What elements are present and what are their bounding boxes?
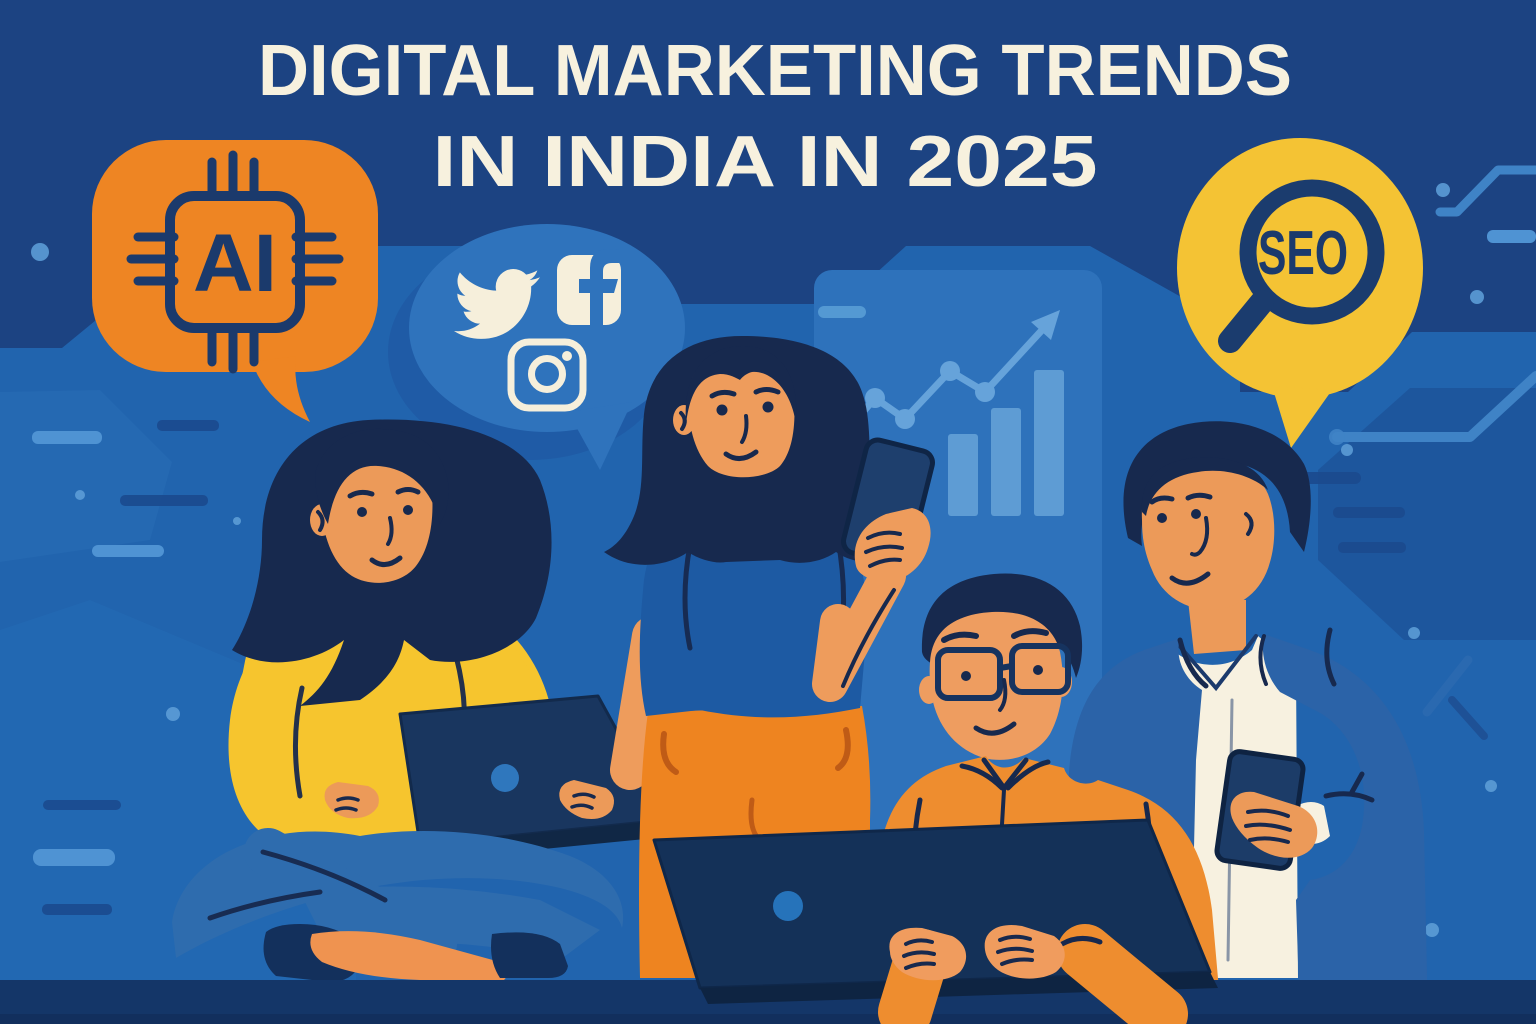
instagram-icon — [507, 338, 587, 412]
bar-chart-icon — [948, 370, 1064, 516]
blazer-right — [1262, 634, 1428, 1024]
shoe-right — [491, 932, 568, 978]
line-chart-dots — [865, 310, 1060, 429]
face — [688, 350, 795, 478]
seo-bubble: SEO — [1177, 138, 1423, 448]
facebook-icon — [557, 249, 621, 325]
ai-chip-icon — [126, 150, 344, 374]
ai-label: AI — [193, 218, 277, 309]
background-top-band — [0, 0, 1536, 392]
bare-foot — [310, 931, 508, 980]
background-right-patch — [1318, 388, 1536, 640]
arrow-up-icon — [1031, 310, 1060, 340]
face-features — [347, 487, 421, 567]
glasses-icon — [935, 643, 1071, 701]
right-hand — [559, 780, 614, 819]
hair-front — [1141, 457, 1268, 516]
face-features — [941, 628, 1049, 736]
seo-magnifier-icon — [1218, 179, 1385, 353]
hair — [1123, 421, 1311, 552]
jeans-legs — [172, 828, 624, 982]
face-features — [709, 387, 781, 461]
typing-hands — [878, 924, 1188, 1024]
title-line-2: IN INDIA IN 2025 — [433, 122, 1098, 202]
page-title: DIGITAL MARKETING TRENDS IN INDIA IN 202… — [258, 31, 1292, 202]
fringe — [315, 428, 449, 524]
twitter-icon — [454, 269, 540, 339]
ai-bubble: AI — [92, 140, 378, 422]
seo-label: SEO — [1258, 219, 1348, 288]
growth-line-chart — [829, 325, 1047, 451]
circuit-decorations — [31, 165, 1536, 937]
title-line-1: DIGITAL MARKETING TRENDS — [258, 31, 1292, 111]
face-features — [1149, 492, 1213, 586]
fringe — [685, 346, 797, 424]
social-media-bubble — [388, 224, 685, 470]
